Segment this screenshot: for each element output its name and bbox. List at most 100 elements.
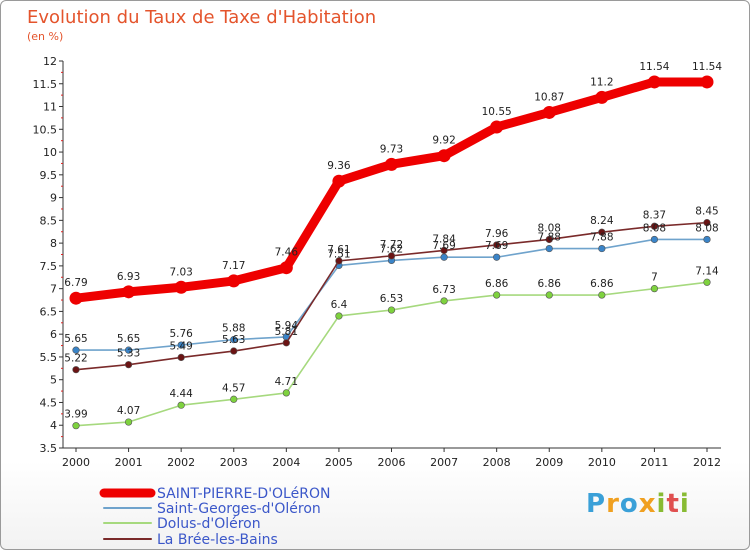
data-label: 6.79 [64, 277, 87, 289]
x-tick-label: 2011 [640, 456, 668, 469]
series-point [124, 346, 133, 354]
x-tick-label: 2006 [378, 456, 406, 469]
series-point [703, 235, 711, 244]
series-point [545, 291, 553, 299]
logo-letter: i [679, 489, 690, 519]
series-point [598, 244, 606, 253]
y-tick-label: 3.5 [40, 442, 58, 455]
series-point [282, 339, 290, 347]
data-label: 5.49 [169, 340, 192, 352]
series-point [122, 285, 136, 299]
logo-letter: t [666, 489, 680, 519]
data-label: 7.69 [485, 240, 508, 252]
data-label: 7.88 [590, 232, 613, 244]
data-label: 5.33 [117, 348, 140, 360]
series-point [703, 278, 711, 286]
data-label: 6.86 [590, 278, 614, 290]
legend-label: Saint-Georges-d'Oléron [157, 501, 321, 517]
y-tick-label: 9.5 [40, 169, 58, 182]
y-tick-label: 12 [43, 55, 57, 68]
series-point [230, 336, 238, 344]
data-label: 8.37 [643, 209, 666, 221]
data-label: 7 [651, 272, 658, 284]
logo-letter: x [638, 489, 657, 519]
y-tick-label: 11 [43, 101, 57, 114]
series-point [647, 75, 661, 89]
data-label: 9.73 [380, 143, 403, 155]
series-point [490, 120, 504, 134]
y-tick-label: 7.5 [40, 260, 58, 273]
series-point [72, 422, 80, 430]
data-label: 7.62 [380, 243, 403, 255]
data-label: 8.08 [695, 222, 718, 234]
data-label: 8.45 [695, 206, 718, 218]
series-point [177, 341, 185, 349]
series-point [387, 252, 396, 260]
data-label: 6.4 [331, 299, 348, 311]
series-point [174, 280, 188, 294]
logo-letter: i [656, 489, 667, 519]
data-label: 7.17 [222, 260, 245, 272]
data-label: 7.72 [380, 239, 403, 251]
series-point [650, 285, 659, 293]
series-point [650, 222, 659, 230]
y-tick-label: 10.5 [33, 123, 58, 136]
x-tick-label: 2005 [325, 456, 353, 469]
data-label: 5.88 [222, 323, 245, 335]
data-label: 7.69 [432, 240, 455, 252]
series-point [387, 306, 396, 314]
data-label: 8.08 [538, 222, 561, 234]
legend-label: Dolus-d'Oléron [157, 516, 261, 532]
y-tick-label: 6.5 [40, 305, 58, 318]
data-label: 5.76 [169, 328, 193, 340]
x-tick-label: 2001 [115, 456, 143, 469]
series-point [493, 291, 501, 299]
logo-letter: r [606, 489, 620, 519]
data-label: 8.24 [590, 215, 614, 227]
data-label: 5.94 [275, 320, 299, 332]
data-label: 7.61 [327, 244, 350, 256]
series-point [440, 253, 448, 261]
series-point [545, 244, 553, 253]
series-point [335, 312, 343, 320]
y-tick-label: 10 [43, 146, 57, 159]
data-label: 4.57 [222, 382, 245, 394]
data-label: 3.99 [64, 409, 87, 421]
series-point [282, 389, 290, 397]
series-point [650, 235, 659, 244]
y-tick-label: 4 [50, 419, 57, 432]
series-point [703, 219, 711, 227]
y-tick-label: 11.5 [33, 78, 58, 91]
data-label: 6.86 [485, 278, 509, 290]
y-tick-label: 8.5 [40, 214, 58, 227]
data-label: 5.65 [117, 333, 140, 345]
y-tick-label: 8 [50, 237, 57, 250]
data-label: 6.93 [117, 271, 140, 283]
data-label: 11.2 [590, 76, 613, 88]
y-tick-label: 6 [50, 328, 57, 341]
data-label: 5.22 [64, 353, 87, 365]
x-tick-label: 2004 [272, 456, 300, 469]
chart-subtitle: (en %) [27, 30, 64, 43]
series-point [332, 174, 346, 188]
series-point [230, 395, 238, 403]
logo-letter: o [619, 489, 639, 519]
data-label: 10.55 [482, 106, 512, 118]
proxiti-logo: Proxiti [586, 489, 690, 519]
series-point [335, 257, 343, 265]
series-point [177, 353, 185, 361]
data-label: 7.46 [275, 247, 299, 259]
legend-label: SAINT-PIERRE-D'OLéRON [157, 486, 330, 502]
data-label: 6.53 [380, 293, 403, 305]
series-point [227, 274, 241, 288]
x-tick-label: 2008 [483, 456, 511, 469]
data-label: 7.96 [485, 228, 509, 240]
data-label: 8.08 [643, 222, 666, 234]
legend-label: La Brée-les-Bains [157, 532, 278, 548]
x-tick-label: 2002 [167, 456, 195, 469]
data-label: 7.14 [695, 265, 719, 277]
series-point [124, 418, 133, 426]
series-point [385, 157, 398, 171]
series-point [545, 235, 553, 244]
